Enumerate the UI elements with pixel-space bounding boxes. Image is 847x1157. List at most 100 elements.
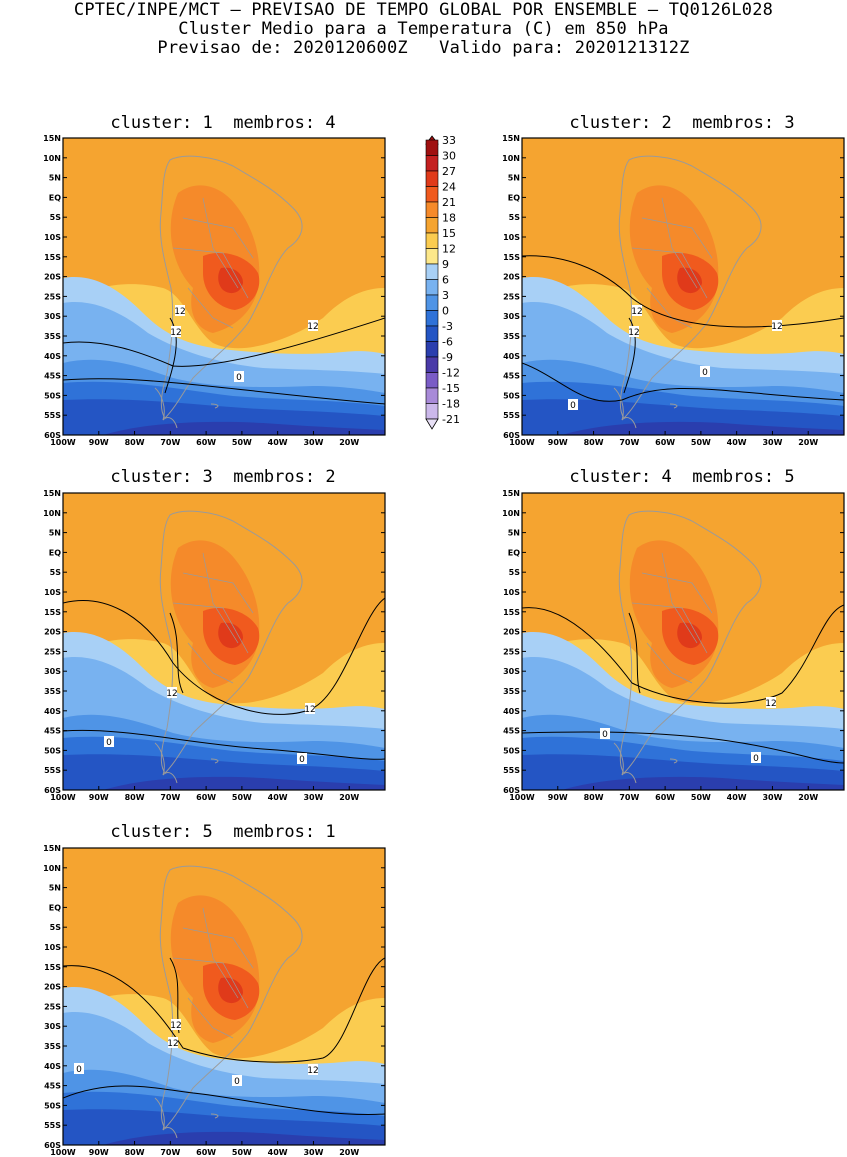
colorbar-swatch [425, 341, 439, 358]
lat-label: 20S [44, 273, 61, 282]
lat-label: 35S [503, 332, 520, 341]
lat-label: 60S [44, 786, 61, 795]
contour-label-box [171, 1019, 181, 1030]
colorbar-label: 9 [442, 258, 449, 271]
panel-title-2: cluster: 2 membros: 3 [569, 113, 795, 133]
colorbar-label: 6 [442, 274, 449, 287]
contour-label: 12 [166, 689, 177, 699]
lat-label: 25S [44, 292, 61, 301]
contour-label: 0 [76, 1065, 82, 1075]
lon-label: 20W [339, 793, 359, 802]
lat-label: EQ [508, 193, 520, 202]
contour-label-box [700, 366, 710, 377]
lat-label: 55S [44, 1121, 61, 1130]
contour-label: 12 [307, 1066, 318, 1076]
lat-label: 10N [502, 154, 520, 163]
colorbar-swatch [425, 310, 439, 327]
contour-label: 12 [174, 307, 185, 317]
lat-label: 45S [44, 372, 61, 381]
contour-label: 0 [753, 754, 759, 764]
chart-title: CPTEC/INPE/MCT – PREVISAO DE TEMPO GLOBA… [73, 0, 774, 20]
lon-label: 90W [89, 793, 109, 802]
lon-label: 50W [691, 438, 711, 447]
contour-label-box [297, 753, 307, 764]
lat-label: 60S [503, 786, 520, 795]
lon-label: 80W [125, 793, 145, 802]
lat-label: 5S [50, 923, 62, 932]
contour-label: 12 [167, 1039, 178, 1049]
temperature-field [522, 138, 844, 435]
contour-label-box [751, 752, 761, 763]
lat-label: 60S [44, 431, 61, 440]
contour-label-box [74, 1063, 84, 1074]
lat-label: 10N [502, 509, 520, 518]
chart-subtitle: Cluster Medio para a Temperatura (C) em … [178, 19, 669, 39]
lat-label: EQ [49, 193, 61, 202]
map-frame [521, 492, 845, 791]
colorbar-label: 33 [442, 134, 456, 147]
colorbar-label: -6 [442, 336, 453, 349]
lat-label: EQ [49, 903, 61, 912]
lon-label: 50W [232, 1148, 252, 1157]
panel-title-3: cluster: 3 membros: 2 [110, 467, 336, 487]
contour-label: 12 [170, 328, 181, 338]
forecast-dates: Previsao de: 2020120600Z Valido para: 20… [157, 38, 690, 58]
map-panel-1: 12 12 12 0 15N 10N 5N EQ 5S 10S 15S 20S 25S 30S 35S 40S… [43, 134, 386, 447]
lat-label: 5S [50, 568, 62, 577]
lon-label: 30W [303, 1148, 323, 1157]
lon-label: 90W [548, 793, 568, 802]
lon-label: 60W [196, 793, 216, 802]
contour-label: 12 [170, 1021, 181, 1031]
map-frame [62, 847, 386, 1146]
lon-label: 90W [89, 1148, 109, 1157]
lat-label: 40S [44, 1062, 61, 1071]
lon-label: 50W [232, 438, 252, 447]
temperature-field [522, 493, 844, 790]
contour-label: 12 [307, 322, 318, 332]
lat-label: 30S [44, 1022, 61, 1031]
lat-label: 40S [503, 352, 520, 361]
lat-label: 10N [43, 864, 61, 873]
contour-lines [63, 317, 385, 405]
lat-label: 15S [503, 608, 520, 617]
contour-label-box [308, 320, 318, 331]
lat-label: 60S [44, 1141, 61, 1150]
colorbar-label: 18 [442, 212, 456, 225]
lat-label: 45S [44, 1082, 61, 1091]
contour-label: 12 [628, 328, 639, 338]
lat-label: 40S [44, 707, 61, 716]
contour-label: 12 [304, 705, 315, 715]
contour-label-box [632, 305, 642, 316]
map-panel-2: 12 12 12 0 0 15N 10N 5N EQ 5S 10S 15S 20S 25S 30S 35S 40… [502, 134, 845, 447]
colorbar-label: 24 [442, 181, 456, 194]
lat-label: 55S [44, 766, 61, 775]
lon-label: 60W [655, 793, 675, 802]
lon-label: 100W [50, 1148, 76, 1157]
lat-label: 10S [44, 588, 61, 597]
colorbar-label: 15 [442, 227, 456, 240]
lat-label: 50S [503, 391, 520, 400]
contour-label: 0 [234, 1077, 240, 1087]
lat-label: 50S [44, 746, 61, 755]
lon-label: 70W [619, 438, 639, 447]
lat-label: 15N [43, 844, 61, 853]
colorbar-swatch [425, 201, 439, 218]
colorbar-swatch [425, 186, 439, 203]
colorbar-swatch [425, 155, 439, 172]
colorbar-swatch [425, 356, 439, 373]
lat-label: 40S [44, 352, 61, 361]
contour-lines [522, 604, 844, 764]
lat-label: EQ [49, 548, 61, 557]
lon-label: 50W [691, 793, 711, 802]
lat-label: 15N [502, 489, 520, 498]
lat-label: 25S [44, 1002, 61, 1011]
lat-label: 25S [44, 647, 61, 656]
colorbar-swatch [425, 217, 439, 234]
lat-label: 20S [503, 628, 520, 637]
lon-label: 70W [160, 793, 180, 802]
lat-label: 10S [503, 233, 520, 242]
contour-label-box [308, 1064, 318, 1075]
lon-label: 60W [196, 438, 216, 447]
lon-label: 100W [50, 438, 76, 447]
lat-label: 30S [503, 667, 520, 676]
